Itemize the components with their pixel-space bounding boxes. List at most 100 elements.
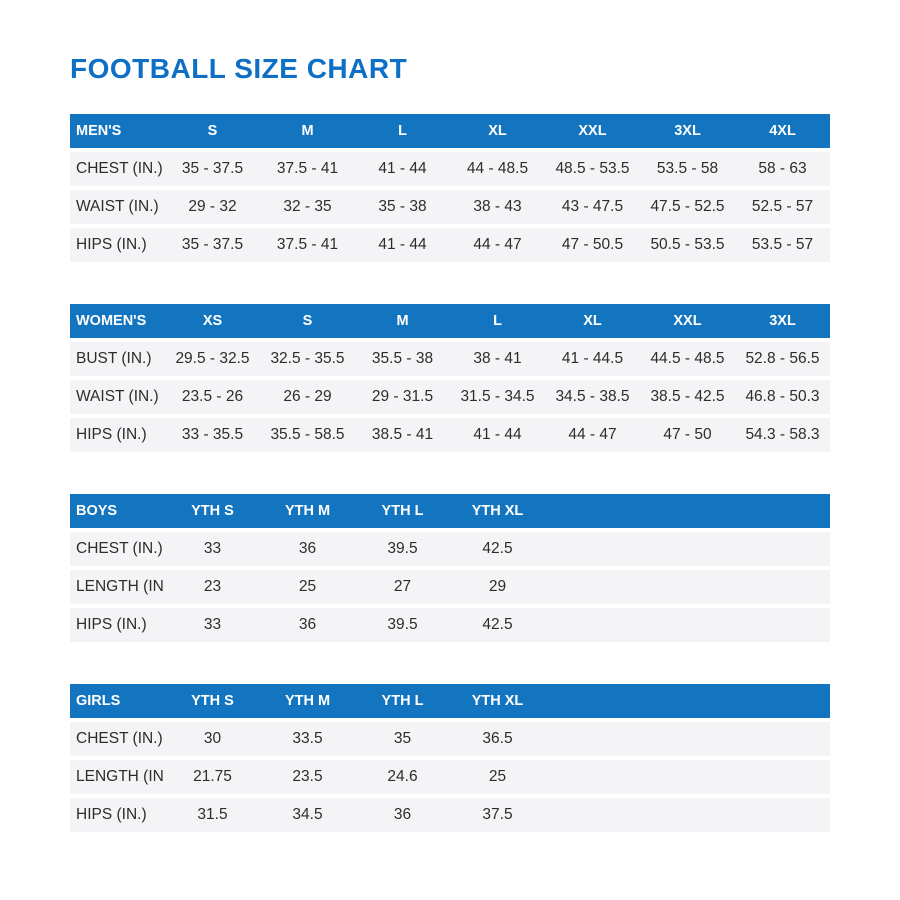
measurement-value: 30: [203, 730, 222, 747]
measurement-label: HIPS (IN.): [76, 236, 147, 253]
measurement-label: CHEST (IN.): [76, 730, 163, 747]
size-column-header: L: [493, 313, 502, 329]
measurement-value: 48.5 - 53.5: [555, 160, 630, 177]
measurement-value: 42.5: [482, 616, 513, 633]
measurement-value: 54.3 - 58.3: [745, 426, 820, 443]
size-chart-content: FOOTBALL SIZE CHART MEN'S S M L XL XXL 3XL 4XL C…: [70, 52, 830, 874]
measurement-value: 41 - 44.5: [561, 350, 624, 367]
size-column-header: YTH S: [191, 503, 234, 519]
measurement-value: 47 - 50.5: [561, 236, 624, 253]
measurement-label: CHEST (IN.): [76, 160, 163, 177]
measurement-value: 44.5 - 48.5: [650, 350, 725, 367]
measurement-value: 44 - 47: [473, 236, 522, 253]
measurement-value: 35: [393, 730, 412, 747]
measurement-value: 29.5 - 32.5: [175, 350, 250, 367]
measurement-label: LENGTH (IN.): [76, 768, 165, 785]
size-tables-container: MEN'S S M L XL XXL 3XL 4XL CHEST (IN.) 35 - 37.5 3…: [70, 114, 830, 832]
measurement-value: 37.5 - 41: [276, 236, 339, 253]
measurement-value: 25: [488, 768, 507, 785]
measurement-value: 37.5 - 41: [276, 160, 339, 177]
measurement-value: 58 - 63: [758, 160, 807, 177]
measurement-value: 29: [488, 578, 507, 595]
girls-table-row: CHEST (IN.) 30 33.5 35 36.5: [70, 722, 830, 756]
measurement-value: 52.5 - 57: [751, 198, 814, 215]
measurement-value: 47 - 50: [663, 426, 712, 443]
measurement-label: HIPS (IN.): [76, 616, 147, 633]
measurement-value: 37.5: [482, 806, 513, 823]
size-column-header: XL: [488, 123, 507, 139]
size-column-header: S: [302, 313, 313, 329]
measurement-value: 29 - 32: [188, 198, 237, 215]
measurement-value: 33 - 35.5: [181, 426, 244, 443]
size-column-header: YTH L: [381, 693, 424, 709]
measurement-value: 32.5 - 35.5: [270, 350, 345, 367]
size-column-header: M: [396, 313, 409, 329]
mens-table-row: CHEST (IN.) 35 - 37.5 37.5 - 41 41 - 44 44 -…: [70, 152, 830, 186]
size-column-header: 3XL: [769, 313, 796, 329]
womens-table-title: WOMEN'S: [76, 313, 147, 329]
measurement-value: 46.8 - 50.3: [745, 388, 820, 405]
measurement-value: 50.5 - 53.5: [650, 236, 725, 253]
measurement-value: 25: [298, 578, 317, 595]
measurement-value: 36: [393, 806, 412, 823]
measurement-value: 41 - 44: [473, 426, 522, 443]
measurement-value: 35 - 37.5: [181, 236, 244, 253]
measurement-value: 36: [298, 616, 317, 633]
boys-table-title: BOYS: [76, 503, 118, 519]
size-column-header: 4XL: [769, 123, 796, 139]
measurement-value: 31.5 - 34.5: [460, 388, 535, 405]
measurement-value: 53.5 - 58: [656, 160, 719, 177]
size-column-header: XXL: [578, 123, 607, 139]
boys-table-header-row: BOYS YTH S YTH M YTH L YTH XL: [70, 494, 830, 528]
measurement-value: 44 - 48.5: [466, 160, 529, 177]
measurement-value: 26 - 29: [283, 388, 332, 405]
measurement-value: 23.5 - 26: [181, 388, 244, 405]
measurement-value: 39.5: [387, 616, 418, 633]
measurement-label: CHEST (IN.): [76, 540, 163, 557]
size-column-header: S: [207, 123, 218, 139]
measurement-value: 41 - 44: [378, 236, 427, 253]
measurement-value: 32 - 35: [283, 198, 332, 215]
measurement-label: WAIST (IN.): [76, 388, 159, 405]
womens-table-row: BUST (IN.) 29.5 - 32.5 32.5 - 35.5 35.5 - 3…: [70, 342, 830, 376]
measurement-value: 35 - 38: [378, 198, 427, 215]
boys-table-row: HIPS (IN.) 33 36 39.5 42.5: [70, 608, 830, 642]
measurement-value: 23.5: [292, 768, 323, 785]
size-column-header: YTH M: [284, 503, 331, 519]
measurement-value: 34.5: [292, 806, 323, 823]
size-column-header: XXL: [673, 313, 702, 329]
measurement-value: 36.5: [482, 730, 513, 747]
womens-size-table: WOMEN'S XS S M L XL XXL 3XL BUST (IN.) 29.5 - 32.…: [70, 304, 830, 452]
measurement-value: 43 - 47.5: [561, 198, 624, 215]
measurement-value: 35.5 - 38: [371, 350, 434, 367]
measurement-label: BUST (IN.): [76, 350, 152, 367]
size-column-header: XS: [202, 313, 223, 329]
size-column-header: XL: [583, 313, 602, 329]
page-title: FOOTBALL SIZE CHART: [70, 53, 408, 84]
measurement-value: 33.5: [292, 730, 323, 747]
measurement-value: 21.75: [193, 768, 232, 785]
mens-table-title: MEN'S: [76, 123, 122, 139]
measurement-value: 41 - 44: [378, 160, 427, 177]
measurement-value: 35.5 - 58.5: [270, 426, 345, 443]
boys-table-row: CHEST (IN.) 33 36 39.5 42.5: [70, 532, 830, 566]
size-column-header: L: [398, 123, 407, 139]
womens-table-row: WAIST (IN.) 23.5 - 26 26 - 29 29 - 31.5 31.5…: [70, 380, 830, 414]
girls-table-title: GIRLS: [76, 693, 121, 709]
measurement-value: 38 - 43: [473, 198, 522, 215]
measurement-value: 35 - 37.5: [181, 160, 244, 177]
measurement-value: 34.5 - 38.5: [555, 388, 630, 405]
size-column-header: YTH XL: [471, 503, 524, 519]
measurement-value: 31.5: [197, 806, 228, 823]
size-column-header: M: [301, 123, 314, 139]
boys-size-table: BOYS YTH S YTH M YTH L YTH XL CHEST (IN.) 33 36…: [70, 494, 830, 642]
size-column-header: 3XL: [674, 123, 701, 139]
girls-size-table: GIRLS YTH S YTH M YTH L YTH XL CHEST (IN.) 30 3…: [70, 684, 830, 832]
mens-table-header-row: MEN'S S M L XL XXL 3XL 4XL: [70, 114, 830, 148]
womens-table-row: HIPS (IN.) 33 - 35.5 35.5 - 58.5 38.5 - 41 4…: [70, 418, 830, 452]
measurement-label: LENGTH (IN.): [76, 578, 165, 595]
size-column-header: YTH S: [191, 693, 234, 709]
measurement-label: HIPS (IN.): [76, 426, 147, 443]
mens-table-row: HIPS (IN.) 35 - 37.5 37.5 - 41 41 - 44 44 - …: [70, 228, 830, 262]
